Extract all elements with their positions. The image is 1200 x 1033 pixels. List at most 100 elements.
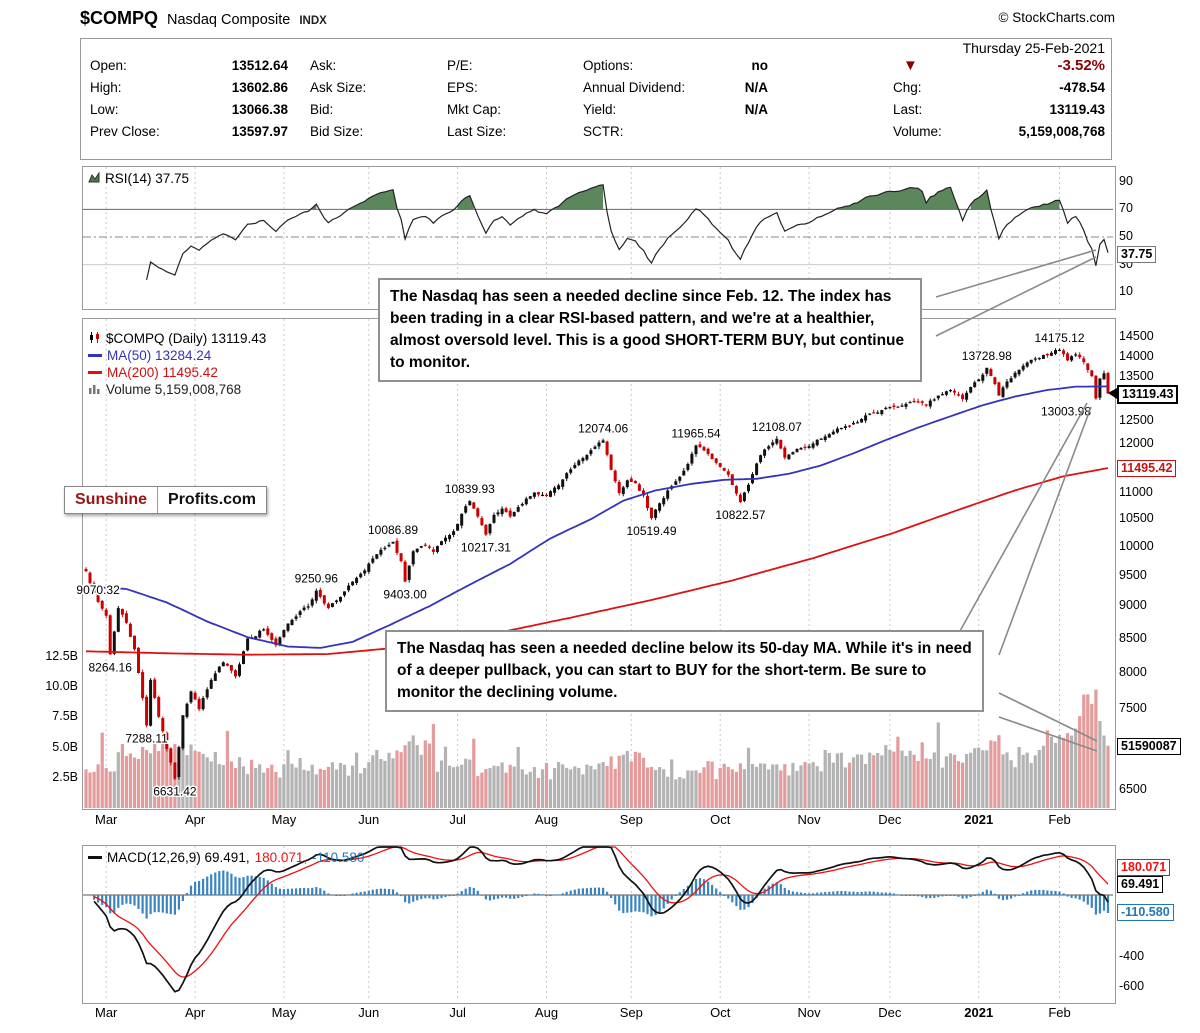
quote-label: Bid Size: (310, 124, 364, 139)
rsi-indicator-icon (88, 171, 100, 186)
macd-line-icon (88, 856, 102, 859)
price-axis-tick: 9000 (1119, 598, 1147, 613)
quote-label: SCTR: (583, 124, 624, 139)
month-label: Feb (1048, 812, 1071, 827)
quote-value: 13119.43 (1049, 102, 1105, 117)
quote-value: 13512.64 (231, 58, 288, 73)
macd-legend-black: MACD(12,26,9) 69.491, (107, 850, 250, 865)
price-axis-tick: 9500 (1119, 567, 1147, 582)
month-label: Oct (710, 812, 731, 827)
month-label: Jul (449, 1005, 466, 1020)
month-label: 2021 (964, 812, 994, 827)
macd-panel (82, 845, 1116, 1004)
quote-label: EPS: (447, 80, 478, 95)
rsi-current-value-box: 37.75 (1117, 246, 1157, 263)
quote-date: Thursday 25-Feb-2021 (962, 40, 1105, 56)
macd-legend-signal: 180.071, (254, 850, 308, 865)
rsi-axis-tick: 70 (1119, 201, 1133, 216)
quote-label: High: (90, 80, 122, 95)
quote-value: 5,159,008,768 (1018, 124, 1105, 139)
month-label: May (271, 1005, 297, 1020)
month-label: Apr (184, 812, 206, 827)
volume-value-box: 51590087 (1117, 738, 1181, 755)
macd-legend-hist: -110.580 (312, 850, 365, 865)
price-axis-tick: 7500 (1119, 701, 1147, 716)
logo-sunshine: Sunshine (65, 487, 159, 513)
quote-label: Last: (893, 102, 923, 117)
macd-signal-value-box: 180.071 (1117, 859, 1171, 876)
quote-label: Yield: (583, 102, 617, 117)
quote-label: Annual Dividend: (583, 80, 686, 95)
rsi-legend: RSI(14) 37.75 (88, 170, 189, 187)
month-label: Jun (358, 1005, 380, 1020)
price-axis-tick: 8500 (1119, 630, 1147, 645)
quote-label: Bid: (310, 102, 334, 117)
macd-line-value-box: 69.491 (1117, 876, 1164, 893)
symbol-name: Nasdaq Composite (167, 12, 291, 28)
chart-header: $COMPQ Nasdaq Composite INDX (80, 8, 327, 29)
price-axis-tick: 14500 (1119, 329, 1154, 343)
ma-annotation-callout: The Nasdaq has seen a needed decline bel… (385, 630, 984, 712)
month-label: Apr (184, 1005, 206, 1020)
price-axis-tick: 8000 (1119, 664, 1147, 679)
quote-label: Low: (90, 102, 119, 117)
stockcharts-credit: © StockCharts.com (998, 10, 1115, 25)
price-legend-label: $COMPQ (Daily) 13119.43 (106, 331, 267, 346)
ma200-legend-label: MA(200) 11495.42 (107, 365, 218, 380)
quote-label: Mkt Cap: (447, 102, 502, 117)
month-label: Jun (358, 812, 380, 827)
quote-label: Last Size: (447, 124, 507, 139)
volume-axis-tick: 2.5B (52, 769, 78, 784)
month-label: Sep (619, 1005, 643, 1020)
rsi-axis-tick: 10 (1119, 284, 1133, 299)
month-label: Aug (534, 1005, 559, 1020)
macd-legend: MACD(12,26,9) 69.491, 180.071, -110.580 (88, 849, 364, 866)
macd-hist-value-box: -110.580 (1117, 904, 1174, 921)
volume-axis-tick: 7.5B (52, 709, 78, 724)
quote-label: Chg: (893, 80, 922, 95)
rsi-legend-label: RSI(14) 37.75 (105, 171, 190, 186)
volume-bars-icon (88, 382, 101, 397)
month-label: Dec (878, 812, 902, 827)
price-legend: $COMPQ (Daily) 13119.43 MA(50) 13284.24 … (88, 330, 266, 398)
month-label: Nov (797, 1005, 821, 1020)
month-label: 2021 (964, 1005, 994, 1020)
rsi-annotation-callout: The Nasdaq has seen a needed decline sin… (378, 278, 922, 382)
price-axis-tick: 10000 (1119, 538, 1154, 553)
volume-axis-tick: 12.5B (45, 649, 78, 663)
symbol-title: $COMPQ (80, 8, 159, 28)
price-axis-tick: 6500 (1119, 781, 1147, 796)
quote-label: P/E: (447, 58, 473, 73)
month-label: Feb (1048, 1005, 1071, 1020)
last-price-box: 13119.43 (1117, 385, 1179, 404)
month-label: Nov (797, 812, 821, 827)
quote-label: Volume: (893, 124, 942, 139)
price-axis-tick: 11000 (1119, 484, 1153, 499)
exchange-label: INDX (299, 15, 327, 27)
logo-profits: Profits.com (168, 491, 257, 508)
rsi-axis-tick: 50 (1119, 229, 1133, 243)
volume-axis-tick: 5.0B (52, 739, 78, 754)
quote-value: -478.54 (1059, 80, 1105, 95)
volume-legend-label: Volume 5,159,008,768 (106, 382, 242, 397)
volume-axis-tick: 10.0B (45, 679, 78, 694)
quote-label: Ask Size: (310, 80, 367, 95)
change-percent: -3.52% (1057, 57, 1105, 74)
month-label: Jul (449, 812, 466, 827)
quote-value: N/A (744, 102, 768, 117)
ma200-value-box: 11495.42 (1117, 460, 1177, 477)
quote-label: Ask: (310, 58, 337, 73)
month-label: Mar (94, 1005, 118, 1020)
quote-label: Options: (583, 58, 634, 73)
candlestick-icon (88, 331, 101, 347)
quote-value: 13597.97 (231, 124, 288, 139)
price-axis-tick: 14000 (1119, 348, 1154, 363)
month-label: Dec (878, 1005, 902, 1020)
quote-label: Open: (90, 58, 127, 73)
quote-value: 13602.86 (231, 80, 288, 95)
quote-label: Prev Close: (90, 124, 160, 139)
quote-value: 13066.38 (231, 102, 288, 117)
price-axis-tick: 12000 (1119, 435, 1154, 450)
sunshine-profits-logo: Sunshine Profits.com (64, 486, 268, 514)
